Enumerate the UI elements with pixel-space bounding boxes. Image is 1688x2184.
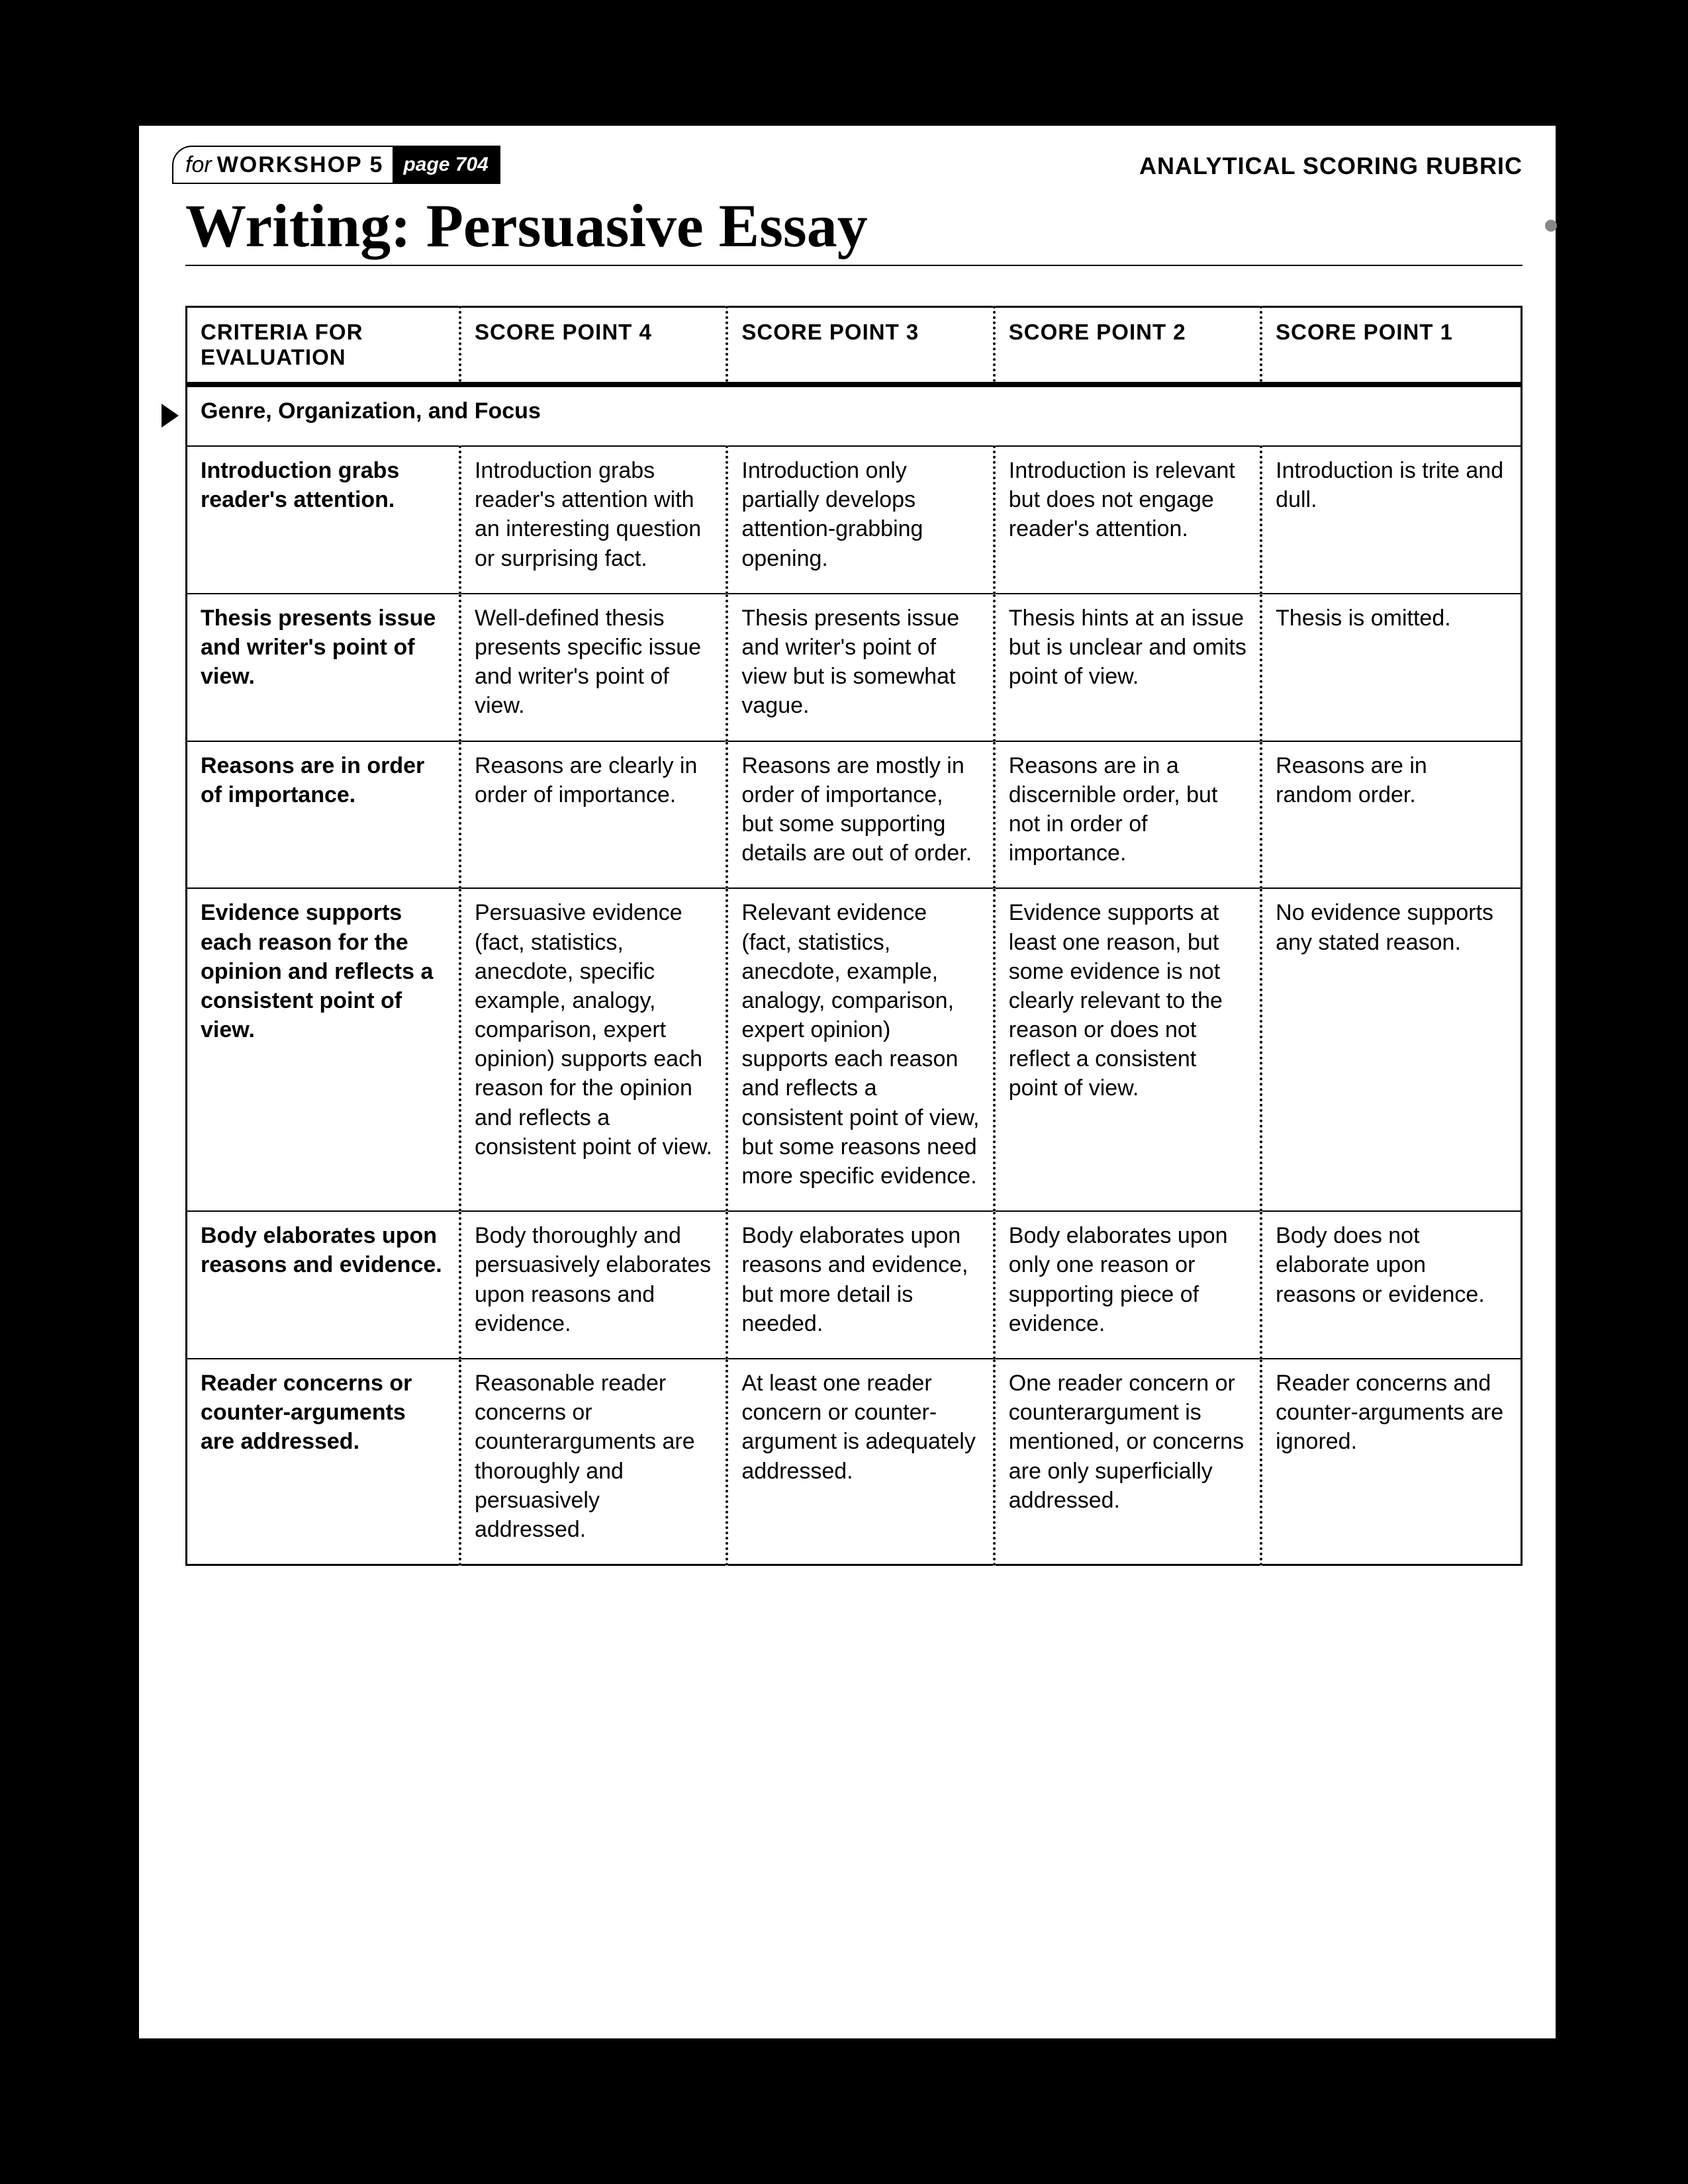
table-row: Reasons are in order of importance. Reas… [187, 741, 1522, 889]
title-row: Writing: Persuasive Essay [185, 191, 1523, 266]
criterion-cell: Reasons are in order of importance. [187, 741, 460, 889]
table-row: Thesis presents issue and writer's point… [187, 594, 1522, 741]
score-1-cell: Introduction is trite and dull. [1261, 446, 1521, 594]
table-row: Introduction grabs reader's attention. I… [187, 446, 1522, 594]
score-2-cell: Thesis hints at an issue but is unclear … [994, 594, 1261, 741]
table-row: Body elaborates upon reasons and evidenc… [187, 1211, 1522, 1359]
score-2-cell: Body elaborates upon only one reason or … [994, 1211, 1261, 1359]
score-3-cell: Thesis presents issue and writer's point… [727, 594, 994, 741]
table-row: Reader concerns or counter-arguments are… [187, 1359, 1522, 1565]
col-criteria: CRITERIA FOR EVALUATION [187, 307, 460, 385]
score-2-cell: Introduction is relevant but does not en… [994, 446, 1261, 594]
rubric-table: CRITERIA FOR EVALUATION SCORE POINT 4 SC… [185, 306, 1523, 1566]
score-4-cell: Well-defined thesis presents specific is… [460, 594, 727, 741]
section-arrow-icon [162, 404, 179, 428]
col-score-4: SCORE POINT 4 [460, 307, 727, 385]
score-2-cell: Reasons are in a discernible order, but … [994, 741, 1261, 889]
rule-end-dot-icon [1545, 220, 1557, 232]
col-score-1: SCORE POINT 1 [1261, 307, 1521, 385]
criterion-cell: Body elaborates upon reasons and evidenc… [187, 1211, 460, 1359]
score-1-cell: Thesis is omitted. [1261, 594, 1521, 741]
col-score-2: SCORE POINT 2 [994, 307, 1261, 385]
score-2-cell: One reader concern or counterargument is… [994, 1359, 1261, 1565]
workshop-tab: for WORKSHOP 5 page 704 [172, 146, 500, 184]
score-4-cell: Reasons are clearly in order of importan… [460, 741, 727, 889]
col-score-3: SCORE POINT 3 [727, 307, 994, 385]
section-heading-row: Genre, Organization, and Focus [187, 385, 1522, 446]
score-1-cell: Reader concerns and counter-arguments ar… [1261, 1359, 1521, 1565]
score-3-cell: Reasons are mostly in order of importanc… [727, 741, 994, 889]
criterion-cell: Evidence supports each reason for the op… [187, 888, 460, 1211]
workshop-number: WORKSHOP 5 [217, 152, 393, 178]
criterion-cell: Reader concerns or counter-arguments are… [187, 1359, 460, 1565]
page-title: Writing: Persuasive Essay [185, 191, 1523, 261]
score-4-cell: Body thoroughly and persuasively elabora… [460, 1211, 727, 1359]
score-4-cell: Introduction grabs reader's attention wi… [460, 446, 727, 594]
rubric-type-label: ANALYTICAL SCORING RUBRIC [1139, 146, 1523, 180]
score-3-cell: At least one reader concern or counter-a… [727, 1359, 994, 1565]
table-row: Evidence supports each reason for the op… [187, 888, 1522, 1211]
score-3-cell: Introduction only partially develops att… [727, 446, 994, 594]
table-header-row: CRITERIA FOR EVALUATION SCORE POINT 4 SC… [187, 307, 1522, 385]
score-4-cell: Reasonable reader concerns or counterarg… [460, 1359, 727, 1565]
score-1-cell: No evidence supports any stated reason. [1261, 888, 1521, 1211]
page-reference: page 704 [393, 147, 498, 183]
score-4-cell: Persuasive evidence (fact, statistics, a… [460, 888, 727, 1211]
title-rule [185, 265, 1523, 266]
rubric-container: CRITERIA FOR EVALUATION SCORE POINT 4 SC… [185, 306, 1523, 1566]
score-1-cell: Body does not elaborate upon reasons or … [1261, 1211, 1521, 1359]
section-heading: Genre, Organization, and Focus [187, 385, 1522, 446]
criterion-cell: Thesis presents issue and writer's point… [187, 594, 460, 741]
score-3-cell: Body elaborates upon reasons and evidenc… [727, 1211, 994, 1359]
score-1-cell: Reasons are in random order. [1261, 741, 1521, 889]
workshop-for-label: for [173, 152, 217, 178]
criterion-cell: Introduction grabs reader's attention. [187, 446, 460, 594]
top-bar: for WORKSHOP 5 page 704 ANALYTICAL SCORI… [172, 146, 1523, 184]
score-2-cell: Evidence supports at least one reason, b… [994, 888, 1261, 1211]
document-page: for WORKSHOP 5 page 704 ANALYTICAL SCORI… [139, 126, 1556, 2038]
score-3-cell: Relevant evidence (fact, statistics, ane… [727, 888, 994, 1211]
